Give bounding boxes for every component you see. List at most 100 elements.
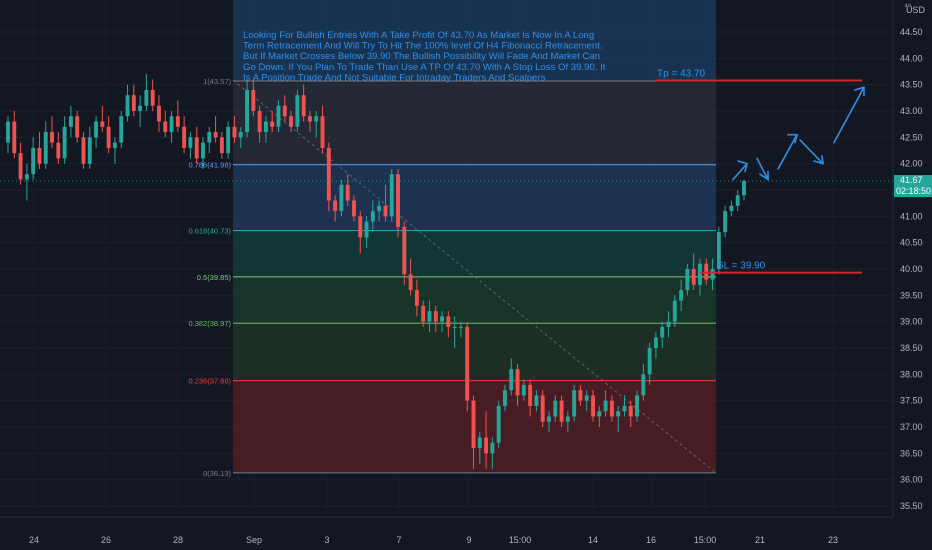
candle-body xyxy=(735,195,740,206)
candle-body xyxy=(509,369,514,391)
candle xyxy=(396,168,400,238)
candle-body xyxy=(150,89,155,106)
candle-body xyxy=(698,263,702,285)
candle-body xyxy=(289,116,294,127)
candle-body xyxy=(597,411,602,417)
time-tick: 21 xyxy=(755,535,765,545)
candle-body xyxy=(635,395,640,417)
candle xyxy=(742,179,746,201)
time-axis[interactable] xyxy=(0,517,932,550)
candle-body xyxy=(106,126,111,148)
candle xyxy=(458,321,463,338)
candle xyxy=(320,105,325,154)
annotation-line: Term Retracement And Will Try To Hit The… xyxy=(243,41,603,52)
fib-level-label: 0(36.13) xyxy=(203,469,231,478)
candle xyxy=(427,300,432,333)
candle xyxy=(345,174,350,206)
candle xyxy=(131,84,136,117)
candle xyxy=(50,116,54,148)
candle xyxy=(578,384,583,406)
projection-arrow-segment xyxy=(756,157,769,181)
candle xyxy=(219,132,224,159)
candle xyxy=(565,411,570,433)
candle xyxy=(144,74,149,111)
candle-body xyxy=(12,121,17,154)
candle-body xyxy=(276,105,281,127)
candle-body xyxy=(263,121,268,133)
candle xyxy=(119,111,124,148)
time-tick: 15:00 xyxy=(509,535,532,545)
candle xyxy=(326,142,331,212)
candle xyxy=(735,190,740,212)
fib-level-label: 0.382(38.97) xyxy=(188,319,231,328)
candle-body xyxy=(37,147,42,164)
candle xyxy=(75,111,80,143)
candle xyxy=(201,137,205,169)
candle xyxy=(6,116,10,154)
candle xyxy=(490,437,495,470)
projection-arrow-segment xyxy=(777,133,798,170)
candle-body xyxy=(182,126,187,148)
candle xyxy=(194,126,199,164)
candle-body xyxy=(565,416,570,422)
price-tick: 41.00 xyxy=(900,211,923,221)
price-tick: 36.00 xyxy=(900,475,923,485)
candle xyxy=(138,95,143,127)
candle-body xyxy=(408,274,413,291)
candle-body xyxy=(213,132,218,138)
fib-zone-5 xyxy=(233,323,716,379)
current-price-tag xyxy=(894,175,932,198)
candle xyxy=(723,205,728,238)
candle xyxy=(125,84,130,122)
candle-body xyxy=(62,126,67,159)
candle xyxy=(94,116,99,148)
candle-body xyxy=(603,400,608,412)
candle-body xyxy=(56,142,61,159)
candle-body xyxy=(358,216,363,238)
candle-body xyxy=(370,211,375,222)
time-tick: Sep xyxy=(246,535,262,545)
candle xyxy=(377,200,382,222)
candle xyxy=(484,411,489,470)
annotation-box xyxy=(233,0,716,80)
candle xyxy=(295,89,300,133)
candle xyxy=(289,111,294,133)
price-axis[interactable] xyxy=(893,0,932,550)
candle-body xyxy=(364,221,369,238)
candle-body xyxy=(100,121,105,127)
candle xyxy=(226,121,231,159)
candle-body xyxy=(628,405,633,417)
projection-arrows[interactable] xyxy=(732,86,865,181)
time-tick: 28 xyxy=(173,535,183,545)
axis-symbol: ⁴⁶ xyxy=(904,1,912,11)
candle-body xyxy=(119,116,124,143)
stop-loss-label: SL = 39.90 xyxy=(717,261,766,272)
candle xyxy=(616,405,621,433)
candle-body xyxy=(377,205,382,212)
candle-body xyxy=(383,205,388,217)
candle xyxy=(263,116,268,143)
candle-body xyxy=(572,390,577,417)
candle-body xyxy=(18,153,23,180)
currency-label: USD xyxy=(906,5,926,15)
candle xyxy=(389,168,394,222)
candle xyxy=(446,311,451,338)
candle-body xyxy=(112,142,117,148)
candle-countdown: 02:18:50 xyxy=(896,186,931,196)
candle-body xyxy=(414,290,419,306)
candle-body xyxy=(94,121,99,138)
candle xyxy=(716,226,721,275)
annotation-line: Is A Position Trade And Not Suitable For… xyxy=(243,72,546,83)
candle-body xyxy=(578,390,583,401)
candle xyxy=(251,79,256,117)
candle-body xyxy=(559,400,564,422)
fib-level-label: 0.5(39.85) xyxy=(197,273,232,282)
candle-body xyxy=(679,290,684,301)
candle xyxy=(175,100,180,133)
candle-body xyxy=(31,147,36,175)
candle xyxy=(540,390,545,427)
annotation-line: Looking For Bullish Entries With A Take … xyxy=(243,30,594,41)
candle-body xyxy=(81,137,86,164)
candle-body xyxy=(647,348,652,375)
